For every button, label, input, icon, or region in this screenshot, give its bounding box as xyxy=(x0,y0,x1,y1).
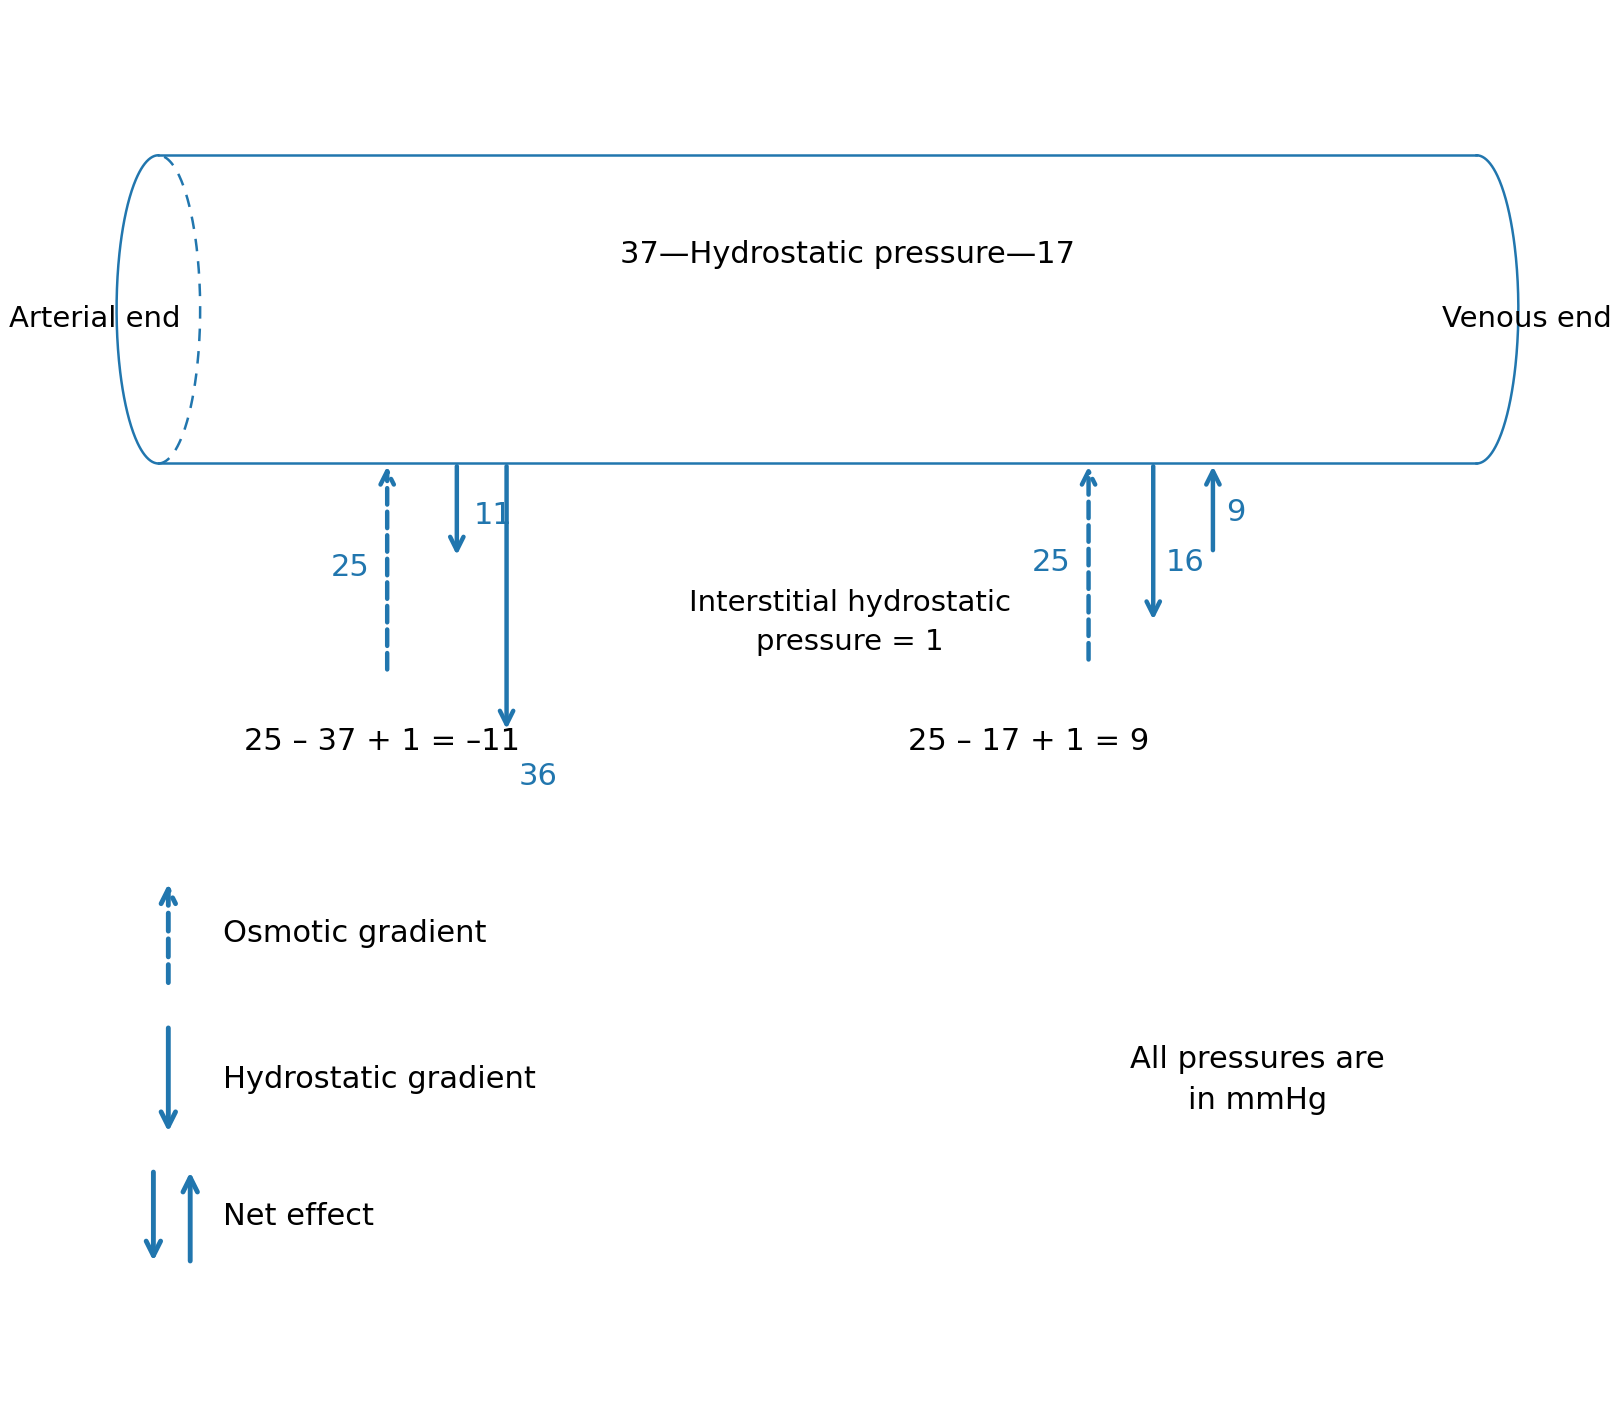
Text: Net effect: Net effect xyxy=(224,1202,374,1232)
Text: 25 – 17 + 1 = 9: 25 – 17 + 1 = 9 xyxy=(908,728,1149,756)
Text: 25: 25 xyxy=(1033,548,1070,578)
Text: 36: 36 xyxy=(519,762,558,791)
Text: Hydrostatic gradient: Hydrostatic gradient xyxy=(224,1066,537,1095)
Text: Arterial end: Arterial end xyxy=(10,305,180,334)
Text: All pressures are
in mmHg: All pressures are in mmHg xyxy=(1130,1045,1384,1114)
Text: 37—Hydrostatic pressure—17: 37—Hydrostatic pressure—17 xyxy=(619,240,1075,270)
Text: Interstitial hydrostatic
pressure = 1: Interstitial hydrostatic pressure = 1 xyxy=(689,589,1012,656)
Text: 9: 9 xyxy=(1225,498,1245,527)
Text: 11: 11 xyxy=(473,501,512,529)
Text: 25: 25 xyxy=(331,554,370,582)
Text: 25 – 37 + 1 = –11: 25 – 37 + 1 = –11 xyxy=(245,728,520,756)
Text: Venous end: Venous end xyxy=(1443,305,1611,334)
Text: 16: 16 xyxy=(1165,548,1204,577)
Text: Osmotic gradient: Osmotic gradient xyxy=(224,919,486,948)
